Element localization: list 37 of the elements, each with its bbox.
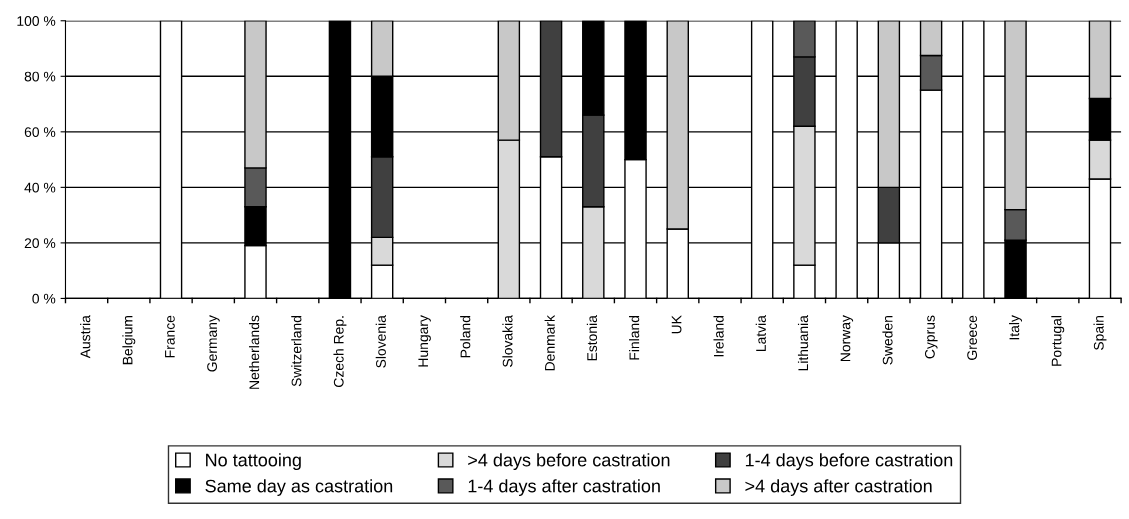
x-tick-label: Portugal [1051,316,1065,366]
x-tick-label: Cyprus [924,315,938,359]
x-tick-label: Lithuania [797,315,809,371]
x-tick-label: Germany [207,315,220,372]
legend-label: >4 days after castration [745,479,932,496]
x-tick-label: Slovakia [502,315,513,367]
x-tick-label: Poland [460,315,471,358]
y-tick-label: 100 % [17,16,56,26]
legend-label: Same day as castration [205,479,393,496]
x-tick-label: Hungary [418,315,431,367]
x-tick-label: Slovenia [375,315,386,368]
x-tick-label: Netherlands [249,315,260,389]
legend-label: 1-4 days after castration [468,479,660,496]
x-tick-label: Spain [1093,315,1107,350]
y-tick-label: 0 % [32,293,56,304]
y-tick-label: 60 % [24,127,56,137]
x-tick-label: Estonia [586,315,598,361]
x-tick-label: Denmark [544,315,555,371]
x-tick-label: Czech Rep. [333,316,347,387]
x-tick-label: UK [671,315,682,334]
x-tick-label: Austria [80,315,91,359]
x-tick-label: Belgium [122,316,136,365]
x-tick-label: Finland [629,315,640,360]
x-tick-label: Switzerland [291,315,302,387]
legend-label: 1-4 days before castration [745,453,953,471]
legend-label: >4 days before castration [468,453,670,471]
legend-label: No tattooing [206,453,301,471]
x-tick-label: Norway [840,315,854,362]
x-tick-label: Ireland [713,315,724,357]
y-tick-label: 40 % [24,182,56,193]
x-tick-label: France [165,315,175,358]
x-tick-label: Italy [1009,315,1023,340]
x-tick-label: Latvia [755,315,766,352]
y-tick-label: 20 % [24,238,56,249]
y-tick-label: 80 % [24,71,56,82]
x-tick-label: Greece [967,315,978,360]
x-tick-label: Sweden [882,315,893,365]
